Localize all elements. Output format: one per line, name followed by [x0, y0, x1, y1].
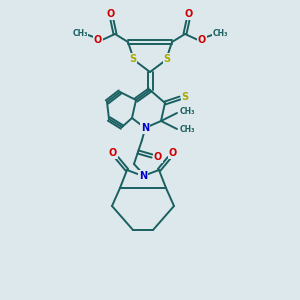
Text: O: O	[107, 9, 115, 19]
Text: O: O	[94, 35, 102, 45]
Text: CH₃: CH₃	[212, 28, 228, 38]
Text: O: O	[185, 9, 193, 19]
Text: S: S	[129, 54, 137, 64]
Text: N: N	[139, 171, 147, 181]
Text: S: S	[164, 54, 171, 64]
Text: N: N	[141, 123, 149, 133]
Text: CH₃: CH₃	[179, 107, 195, 116]
Text: O: O	[154, 152, 162, 162]
Text: O: O	[169, 148, 177, 158]
Text: CH₃: CH₃	[179, 125, 195, 134]
Text: O: O	[109, 148, 117, 158]
Text: CH₃: CH₃	[72, 28, 88, 38]
Text: S: S	[182, 92, 189, 102]
Text: O: O	[198, 35, 206, 45]
